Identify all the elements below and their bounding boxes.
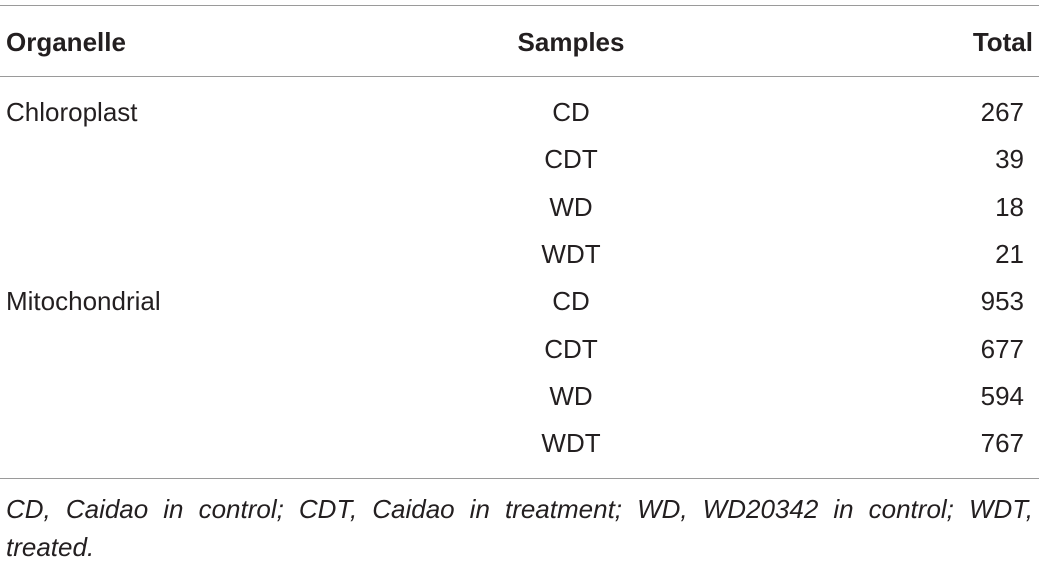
bottom-rule [0,478,1039,479]
total-cell: 39 [995,144,1024,175]
total-cell: 767 [980,428,1024,459]
footnote: CD, Caidao in control; CDT, Caidao in tr… [6,494,1033,562]
sample-cell: WDT [541,428,601,459]
total-cell: 21 [995,238,1024,269]
top-rule [0,5,1039,6]
total-cell: 18 [995,191,1024,222]
sample-cell: CD [552,286,590,317]
sample-cell: CDT [544,333,598,364]
total-cell: 953 [980,286,1024,317]
total-cell: 594 [980,380,1024,411]
sample-cell: CDT [544,144,598,175]
sample-cell: CD [552,97,590,127]
organelle-cell: Chloroplast [6,97,138,127]
header-rule [0,76,1039,77]
column-header: Organelle [6,27,126,57]
organelle-cell: Mitochondrial [6,286,161,317]
sample-cell: WD [549,380,593,411]
column-header: Samples [517,27,625,57]
column-header: Total [972,27,1033,57]
total-cell: 267 [980,97,1024,127]
total-cell: 677 [980,333,1024,364]
sample-cell: WDT [541,238,601,269]
sample-cell: WD [549,191,593,222]
